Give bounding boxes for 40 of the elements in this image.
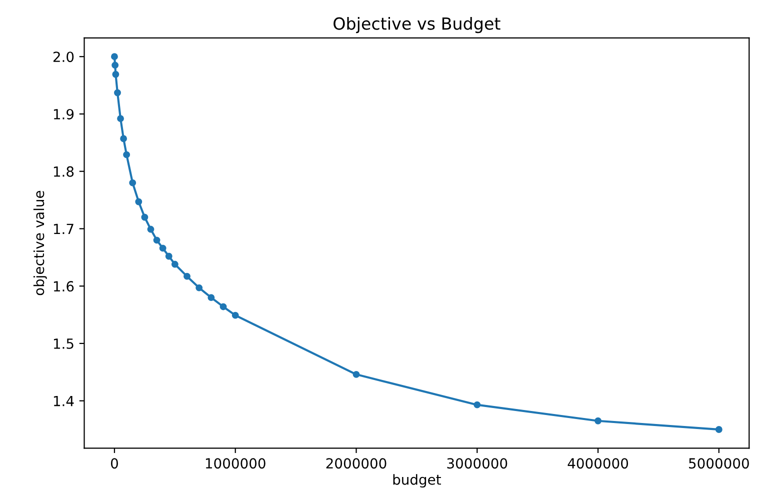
point <box>141 214 148 221</box>
point <box>111 53 118 60</box>
point <box>352 370 360 378</box>
point <box>153 236 160 244</box>
point <box>147 226 154 233</box>
point <box>120 135 128 142</box>
x-tick-label: 1000000 <box>206 458 266 469</box>
chart-title: Objective vs Budget <box>334 16 500 34</box>
point <box>196 284 203 292</box>
point <box>220 303 227 310</box>
point <box>474 401 481 408</box>
point <box>232 312 239 319</box>
point <box>594 417 602 424</box>
point <box>171 260 178 268</box>
point <box>165 252 172 260</box>
y-tick-label: 1.5 <box>54 338 74 349</box>
point <box>184 272 190 280</box>
x-tick-label: 2000000 <box>326 458 386 469</box>
y-tick-label: 2.0 <box>53 52 74 62</box>
point <box>159 244 166 252</box>
y-tick-label: 1.8 <box>54 166 74 177</box>
x-tick-label: 0 <box>110 458 118 469</box>
x-axis-title: budget <box>393 474 441 488</box>
y-tick-label: 1.6 <box>54 281 74 292</box>
point <box>112 62 119 69</box>
point <box>135 198 142 206</box>
y-tick-label: 1.7 <box>54 224 74 234</box>
y-tick-label: 1.9 <box>54 108 74 120</box>
point <box>208 294 215 302</box>
point <box>112 70 120 78</box>
point <box>117 115 124 122</box>
y-axis-title: objective value <box>33 190 47 296</box>
point <box>715 426 722 433</box>
x-tick-label: 4000000 <box>568 458 628 469</box>
point <box>123 151 130 158</box>
x-tick-label: 3000000 <box>447 458 508 469</box>
point <box>129 179 136 186</box>
point <box>114 89 121 96</box>
x-tick-label: 5000000 <box>689 458 749 469</box>
y-tick-label: 1.4 <box>54 396 74 406</box>
